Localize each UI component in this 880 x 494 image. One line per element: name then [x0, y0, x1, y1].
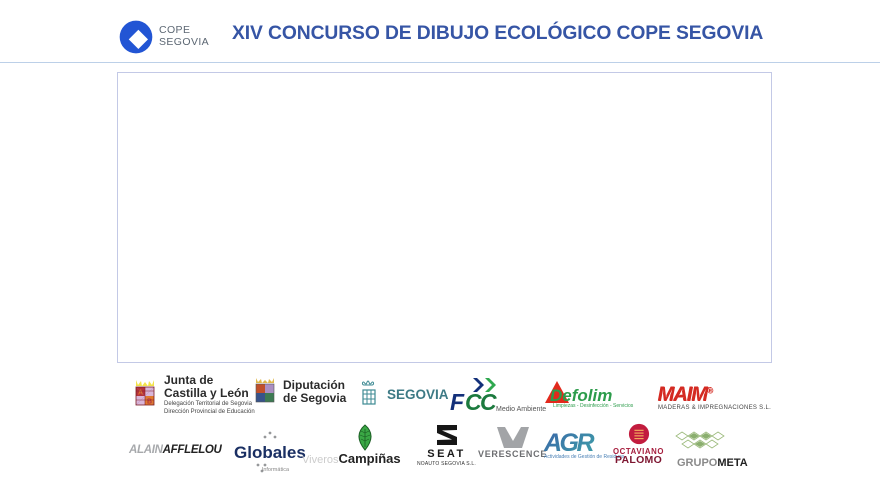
svg-text:Limpiezas - Desinfección -: Limpiezas - Desinfección - Servicios — [553, 403, 634, 408]
svg-text:F: F — [450, 389, 465, 414]
svg-text:Medio Ambiente: Medio Ambiente — [496, 406, 546, 413]
svg-text:AGR: AGR — [544, 429, 595, 457]
svg-text:C: C — [480, 389, 497, 414]
